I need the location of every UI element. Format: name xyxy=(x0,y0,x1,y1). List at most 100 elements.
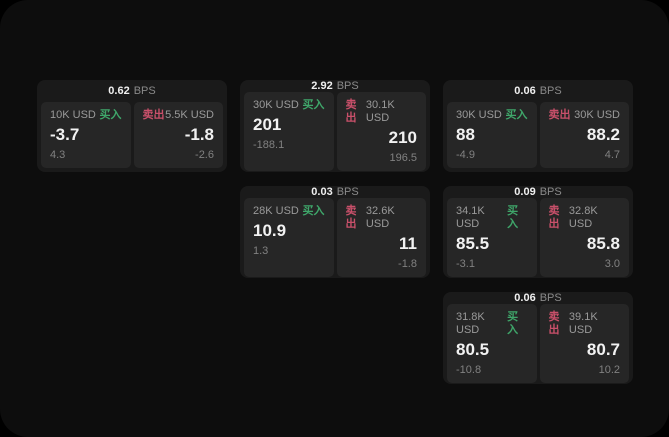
sell-label: 卖出 xyxy=(142,109,165,121)
quote-card: 0.03 BPS 28K USD 买入 10.9 1.3 卖出 32.6K US… xyxy=(240,186,430,278)
buy-label: 买入 xyxy=(302,99,325,111)
buy-price: 80.5 xyxy=(456,340,490,359)
buy-sub-value: -188.1 xyxy=(253,139,285,151)
sell-label: 卖出 xyxy=(345,205,357,230)
sell-amount: 32.6K USD xyxy=(365,205,395,230)
buy-price: 10.9 xyxy=(253,221,287,240)
buy-panel-header: 31.8K USD 买入 xyxy=(456,311,528,337)
bps-header: 0.03 BPS xyxy=(240,186,430,198)
buy-panel-header: 30K USD 买入 xyxy=(253,99,325,112)
bps-header: 0.62 BPS xyxy=(37,80,227,102)
buy-quote-panel[interactable]: 30K USD 买入 201 -188.1 xyxy=(244,92,334,171)
buy-price: 85.5 xyxy=(456,234,490,253)
sell-price: 80.7 xyxy=(586,340,620,359)
sell-sub-value: 10.2 xyxy=(598,364,620,376)
sell-sub-value: -1.8 xyxy=(398,258,417,270)
buy-panel-header: 10K USD 买入 xyxy=(50,109,122,122)
bps-header: 0.06 BPS xyxy=(443,292,633,304)
buy-label: 买入 xyxy=(99,109,122,121)
sell-label: 卖出 xyxy=(548,109,571,121)
quote-card: 0.62 BPS 10K USD 买入 -3.7 4.3 卖出 5.5K USD xyxy=(37,80,227,172)
sell-panel-header: 卖出 5.5K USD xyxy=(143,109,215,122)
quote-panels: 30K USD 买入 88 -4.9 卖出 30K USD 88.2 4.7 xyxy=(443,102,633,172)
sell-label: 卖出 xyxy=(548,311,560,336)
buy-price: 88 xyxy=(456,125,475,144)
bps-value: 0.06 xyxy=(514,292,536,304)
bps-header: 0.09 BPS xyxy=(443,186,633,198)
quote-card: 0.09 BPS 34.1K USD 买入 85.5 -3.1 卖出 32.8K… xyxy=(443,186,633,278)
sell-quote-panel[interactable]: 卖出 39.1K USD 80.7 10.2 xyxy=(539,304,629,383)
quote-card: 2.92 BPS 30K USD 买入 201 -188.1 卖出 30.1K … xyxy=(240,80,430,172)
buy-amount: 10K USD xyxy=(50,109,96,121)
buy-quote-panel[interactable]: 34.1K USD 买入 85.5 -3.1 xyxy=(447,198,537,277)
sell-panel-header: 卖出 39.1K USD xyxy=(549,311,621,337)
bps-unit-label: BPS xyxy=(133,85,156,97)
sell-amount: 5.5K USD xyxy=(165,109,214,121)
bps-value: 0.03 xyxy=(311,186,333,198)
sell-quote-panel[interactable]: 卖出 32.6K USD 11 -1.8 xyxy=(336,198,426,277)
sell-sub-value: 196.5 xyxy=(389,152,417,164)
sell-amount: 32.8K USD xyxy=(568,205,598,230)
buy-price: 201 xyxy=(253,115,282,134)
sell-price: 85.8 xyxy=(586,234,620,253)
sell-amount: 30K USD xyxy=(574,109,620,121)
buy-amount: 30K USD xyxy=(456,109,502,121)
sell-panel-header: 卖出 32.6K USD xyxy=(346,205,418,231)
sell-amount: 30.1K USD xyxy=(365,99,395,124)
quote-panels: 31.8K USD 买入 80.5 -10.8 卖出 39.1K USD 80.… xyxy=(443,304,633,384)
buy-label: 买入 xyxy=(302,205,325,217)
bps-unit-label: BPS xyxy=(539,186,562,198)
buy-label: 买入 xyxy=(507,205,519,230)
buy-amount: 31.8K USD xyxy=(456,311,485,336)
sell-quote-panel[interactable]: 卖出 32.8K USD 85.8 3.0 xyxy=(539,198,629,277)
buy-amount: 30K USD xyxy=(253,99,299,111)
buy-sub-value: -3.1 xyxy=(456,258,475,270)
quote-panels: 10K USD 买入 -3.7 4.3 卖出 5.5K USD -1.8 -2.… xyxy=(37,102,227,172)
quote-panels: 28K USD 买入 10.9 1.3 卖出 32.6K USD 11 -1.8 xyxy=(240,198,430,278)
bps-unit-label: BPS xyxy=(336,80,359,92)
buy-label: 买入 xyxy=(505,109,528,121)
bps-value: 0.09 xyxy=(514,186,536,198)
sell-label: 卖出 xyxy=(345,99,357,124)
sell-quote-panel[interactable]: 卖出 5.5K USD -1.8 -2.6 xyxy=(133,102,223,168)
bps-header: 0.06 BPS xyxy=(443,80,633,102)
buy-sub-value: 4.3 xyxy=(50,149,66,161)
buy-panel-header: 34.1K USD 买入 xyxy=(456,205,528,231)
sell-quote-panel[interactable]: 卖出 30K USD 88.2 4.7 xyxy=(539,102,629,168)
bps-value: 0.62 xyxy=(108,85,130,97)
buy-panel-header: 30K USD 买入 xyxy=(456,109,528,122)
sell-panel-header: 卖出 30K USD xyxy=(549,109,621,122)
quote-card: 0.06 BPS 30K USD 买入 88 -4.9 卖出 30K USD xyxy=(443,80,633,172)
sell-price: 88.2 xyxy=(586,125,620,144)
buy-quote-panel[interactable]: 28K USD 买入 10.9 1.3 xyxy=(244,198,334,277)
bps-value: 2.92 xyxy=(311,80,333,92)
sell-price: 210 xyxy=(388,128,417,147)
bps-unit-label: BPS xyxy=(539,85,562,97)
buy-sub-value: -10.8 xyxy=(456,364,482,376)
buy-quote-panel[interactable]: 31.8K USD 买入 80.5 -10.8 xyxy=(447,304,537,383)
buy-amount: 34.1K USD xyxy=(456,205,485,230)
buy-panel-header: 28K USD 买入 xyxy=(253,205,325,218)
buy-sub-value: 1.3 xyxy=(253,245,269,257)
sell-panel-header: 卖出 30.1K USD xyxy=(346,99,418,125)
buy-quote-panel[interactable]: 10K USD 买入 -3.7 4.3 xyxy=(41,102,131,168)
bps-value: 0.06 xyxy=(514,85,536,97)
sell-quote-panel[interactable]: 卖出 30.1K USD 210 196.5 xyxy=(336,92,426,171)
quote-panels: 34.1K USD 买入 85.5 -3.1 卖出 32.8K USD 85.8… xyxy=(443,198,633,278)
sell-price: -1.8 xyxy=(184,125,214,144)
buy-quote-panel[interactable]: 30K USD 买入 88 -4.9 xyxy=(447,102,537,168)
sell-amount: 39.1K USD xyxy=(568,311,598,336)
bps-header: 2.92 BPS xyxy=(240,80,430,92)
sell-price: 11 xyxy=(399,234,417,253)
buy-amount: 28K USD xyxy=(253,205,299,217)
sell-sub-value: -2.6 xyxy=(195,149,214,161)
quote-card: 0.06 BPS 31.8K USD 买入 80.5 -10.8 卖出 39.1… xyxy=(443,292,633,384)
quote-panels: 30K USD 买入 201 -188.1 卖出 30.1K USD 210 1… xyxy=(240,92,430,172)
sell-sub-value: 4.7 xyxy=(604,149,620,161)
quote-card-grid: 0.62 BPS 10K USD 买入 -3.7 4.3 卖出 5.5K USD xyxy=(37,80,633,384)
buy-price: -3.7 xyxy=(50,125,80,144)
sell-sub-value: 3.0 xyxy=(604,258,620,270)
sell-label: 卖出 xyxy=(548,205,560,230)
buy-label: 买入 xyxy=(507,311,519,336)
sell-panel-header: 卖出 32.8K USD xyxy=(549,205,621,231)
